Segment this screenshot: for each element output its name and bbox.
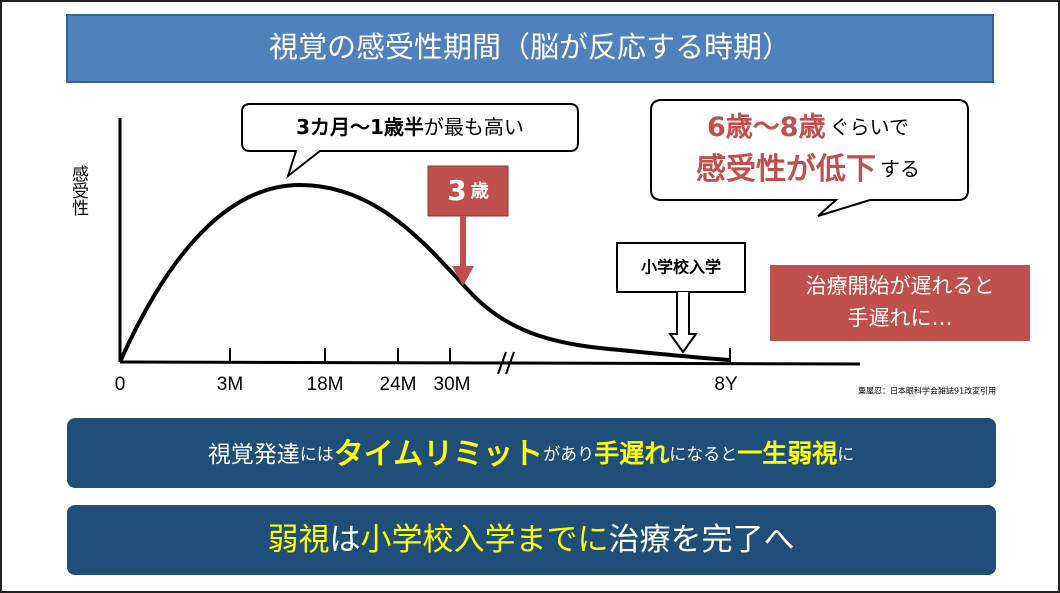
text-part: ぐらいで: [830, 115, 909, 139]
text-part: になると: [669, 445, 737, 465]
text-part: に: [837, 445, 854, 465]
banner-text: 弱視は小学校入学までに治療を完了へ: [268, 522, 795, 558]
text-part: 3: [447, 174, 466, 207]
x-axis: [119, 360, 861, 366]
banner: [67, 505, 996, 575]
text-part: 一生弱視: [737, 439, 837, 468]
y-axis-label: 感受性: [68, 165, 89, 216]
text-part: タイムリミット: [334, 437, 543, 472]
x-label: 18M: [307, 374, 344, 395]
text-part: する: [880, 157, 920, 181]
title: 視覚の感受性期間（脳が反応する時期）: [269, 30, 791, 64]
marker-arrowhead: [452, 266, 474, 286]
peak-text: 3カ月〜1歳半が最も高い: [296, 115, 524, 139]
warning-text: 治療開始が遅れると: [806, 274, 995, 298]
text-part: 歳: [471, 181, 489, 202]
text-part: 3カ月〜1歳半: [296, 115, 424, 139]
decline-text: 感受性が低下 する: [696, 152, 920, 187]
x-label: 24M: [380, 374, 417, 395]
banner: [67, 418, 996, 488]
x-label: 0: [115, 374, 126, 395]
callout: [650, 99, 969, 217]
x-label: 30M: [434, 374, 471, 395]
text-part: 感受性が低下: [696, 152, 876, 187]
title-box: [66, 14, 994, 83]
ticks: [229, 348, 731, 375]
text-part: 治療を完了へ: [609, 522, 795, 558]
banner-text: 視覚発達にはタイムリミットがあり手遅れになると一生弱視に: [208, 437, 854, 472]
text-part: 弱視: [268, 522, 330, 558]
x-label: 3M: [217, 374, 243, 395]
text-part: は: [330, 522, 361, 558]
citation: 粟屋忍：日本眼科学会雑誌91改変引用: [858, 386, 996, 396]
warning-text: 手遅れに…: [848, 306, 953, 330]
marker-box: [427, 165, 509, 217]
school-label: 小学校入学: [641, 258, 721, 277]
text-part: があり: [543, 445, 594, 465]
decline-text: 6歳〜8歳 ぐらいで: [707, 112, 909, 143]
warning-box: [770, 265, 1030, 341]
x-label: 8Y: [714, 374, 738, 395]
school-arrow: [668, 292, 698, 354]
text-part: 小学校入学までに: [361, 522, 609, 558]
callout: [241, 103, 579, 179]
text-part: 視覚発達: [208, 442, 300, 468]
text-part: 手遅れ: [594, 439, 669, 468]
text-part: 6歳〜8歳: [707, 112, 826, 143]
sensitivity-curve: [118, 182, 731, 363]
text-part: には: [300, 445, 334, 465]
text-part: が最も高い: [424, 115, 524, 139]
